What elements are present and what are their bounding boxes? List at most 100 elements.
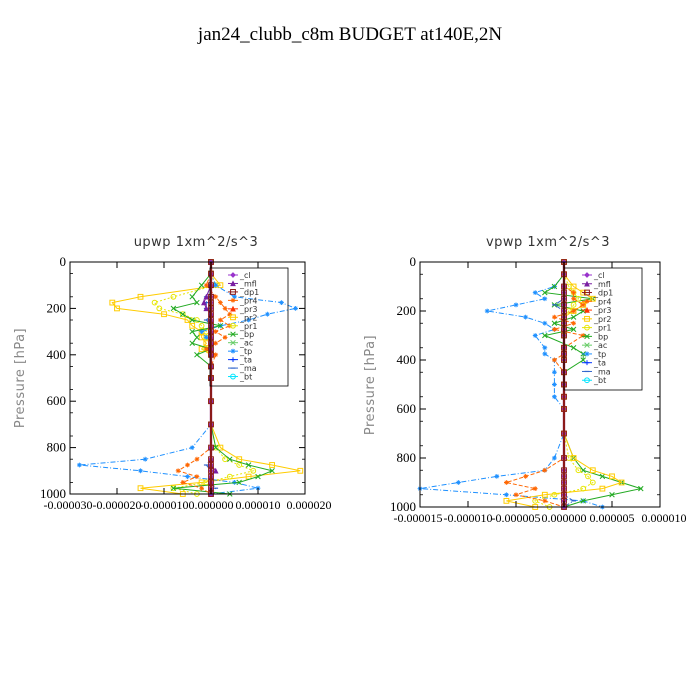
data-point (222, 335, 228, 340)
data-point (227, 311, 233, 317)
legend-marker (230, 373, 236, 380)
data-point (551, 283, 558, 290)
data-point (571, 296, 576, 302)
data-point (542, 296, 548, 302)
data-point (255, 473, 261, 480)
data-point (213, 340, 219, 346)
data-point (208, 299, 214, 306)
data-point (175, 468, 181, 474)
data-point (551, 320, 558, 327)
y-tick-label: 600 (397, 401, 417, 416)
legend-marker (230, 348, 236, 354)
data-point (542, 498, 548, 504)
data-point (589, 467, 596, 474)
data-point (208, 421, 214, 428)
data-point (226, 473, 233, 480)
data-point (609, 473, 615, 480)
data-point (571, 320, 576, 326)
data-point (580, 485, 587, 492)
data-point (541, 491, 548, 498)
data-point (561, 406, 567, 412)
data-point (542, 345, 548, 351)
legend-marker (230, 322, 236, 329)
data-point (77, 462, 82, 468)
legend-box (563, 267, 643, 391)
legend-label: _dp1 (239, 288, 259, 297)
legend-box (209, 267, 289, 387)
data-point (269, 462, 276, 468)
legend-label: _ma (239, 364, 257, 373)
figure-title: jan24_clubb_c8m BUDGET at140E,2N (197, 24, 502, 45)
data-point (570, 301, 577, 308)
legend-marker (230, 305, 236, 312)
data-point (552, 455, 557, 461)
data-point (532, 290, 538, 296)
data-point (532, 486, 538, 492)
y-axis-label-upwp: Pressure [hPa] (13, 328, 28, 428)
legend-entry-pr3: _pr3 (582, 306, 611, 315)
legend-marker (584, 315, 590, 322)
data-point (161, 311, 167, 318)
data-point (523, 473, 528, 479)
data-point (542, 351, 548, 357)
legend-entry-pr1: _pr1 (582, 324, 611, 333)
legend-marker (584, 289, 590, 296)
data-point (494, 473, 500, 479)
data-point (561, 430, 567, 437)
legend-entry-pr1: _pr1 (228, 322, 257, 331)
data-point (208, 462, 214, 468)
legend-label: _pr1 (593, 324, 611, 333)
data-point (199, 329, 204, 334)
plot-frame (419, 261, 661, 508)
legend-marker (584, 333, 590, 340)
legend-entry-ma: _ma (582, 367, 611, 376)
legend-entry-dp1: _dp1 (582, 289, 613, 298)
legend-entry-ac: _ac (582, 341, 607, 350)
data-point (561, 455, 567, 461)
data-point (208, 363, 214, 370)
legend-label: _bp (239, 330, 254, 339)
data-point (198, 282, 205, 288)
data-point (542, 289, 548, 296)
data-point (570, 344, 577, 351)
data-point (571, 308, 576, 314)
data-point (504, 492, 509, 498)
y-tick-label: 1000 (390, 499, 416, 514)
legend-marker (584, 272, 590, 278)
data-point (185, 462, 190, 468)
data-point (250, 467, 257, 474)
data-point (208, 375, 214, 381)
legend-marker (584, 377, 590, 384)
data-point (189, 328, 195, 335)
data-point (532, 333, 538, 338)
y-tick-label: 800 (47, 440, 67, 455)
data-point (208, 282, 214, 289)
legend-marker (230, 357, 236, 363)
data-point (599, 485, 606, 492)
data-point (142, 456, 148, 462)
data-point (208, 456, 214, 463)
legend-marker (584, 360, 590, 366)
legend-entry-dp1: _dp1 (228, 288, 259, 297)
plot-area (77, 258, 304, 497)
legend-entry-ta: _ta (228, 356, 252, 365)
data-point (217, 323, 224, 329)
data-point (180, 311, 186, 317)
legend-label: _pr3 (593, 306, 611, 315)
data-point (194, 352, 200, 358)
data-point (114, 305, 120, 312)
legend: _cl_mfl_dp1_pr4_pr3_pr2_pr1_bp_ac_tp_ta_… (209, 267, 289, 387)
data-point (504, 480, 509, 485)
legend-label: _bp (593, 332, 608, 341)
x-tick-label: -0.000005 (492, 511, 541, 525)
data-point (552, 369, 557, 375)
legend-label: _tp (239, 347, 252, 356)
legend-entry-ta: _ta (582, 359, 606, 368)
data-point (570, 326, 577, 333)
legend-entry-pr2: _pr2 (582, 315, 611, 324)
legend-label: _ta (593, 359, 606, 368)
legend-entry-bp: _bp (228, 330, 254, 339)
data-point (552, 394, 557, 400)
data-point (551, 491, 558, 498)
x-tick-label: -0.000010 (140, 498, 189, 512)
